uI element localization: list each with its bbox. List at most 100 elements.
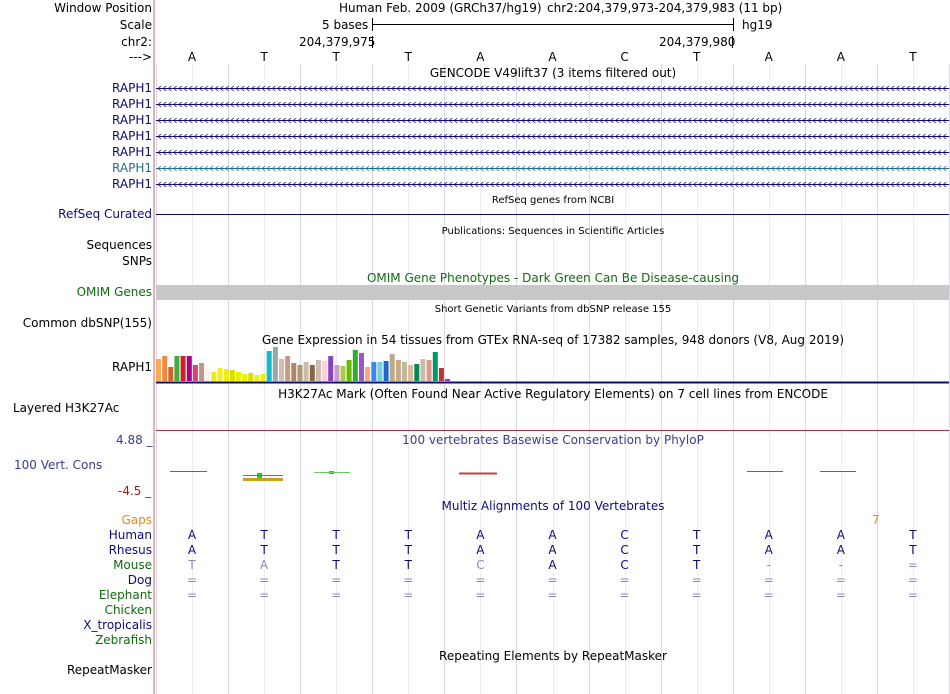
assembly-text: Human Feb. 2009 (GRCh37/hg19) — [339, 1, 542, 15]
omim-track-label[interactable]: OMIM Genes — [76, 285, 152, 299]
publications-track-title[interactable]: Publications: Sequences in Scientific Ar… — [441, 226, 665, 237]
gtex-bar — [340, 366, 346, 381]
multiz-species-label[interactable]: Human — [108, 528, 152, 542]
multiz-species-label[interactable]: Chicken — [104, 603, 152, 617]
gencode-item-label[interactable]: RAPH1 — [112, 97, 152, 111]
gencode-track-title[interactable]: GENCODE V49lift37 (3 items filtered out) — [429, 66, 677, 80]
gtex-bar — [199, 363, 205, 381]
multiz-base: = — [907, 558, 918, 572]
gtex-bar — [217, 368, 223, 381]
omim-track-title[interactable]: OMIM Gene Phenotypes - Dark Green Can Be… — [366, 271, 740, 285]
multiz-base: A — [187, 543, 197, 557]
multiz-base: = — [619, 573, 630, 587]
gtex-bar — [272, 347, 278, 381]
multiz-base: = — [259, 588, 270, 602]
multiz-base: = — [619, 588, 630, 602]
gtex-bar — [346, 360, 352, 381]
base-letter: C — [620, 50, 629, 64]
gtex-track-title[interactable]: Gene Expression in 54 tissues from GTEx … — [261, 333, 845, 347]
strand-arrows — [157, 181, 947, 188]
multiz-base: = — [907, 588, 918, 602]
multiz-species-label[interactable]: Mouse — [113, 558, 152, 572]
h3k27ac-track-title[interactable]: H3K27Ac Mark (Often Found Near Active Re… — [278, 387, 828, 401]
base-letter: A — [476, 50, 485, 64]
gtex-bar — [229, 370, 235, 381]
multiz-base: = — [187, 573, 198, 587]
position-text: chr2:204,379,973-204,379,983 (11 bp) — [547, 1, 783, 15]
multiz-base: A — [548, 543, 557, 557]
multiz-base: A — [836, 543, 845, 557]
gtex-bar — [192, 365, 198, 381]
gtex-bar — [297, 365, 303, 381]
dbsnp-track-label[interactable]: Common dbSNP(155) — [22, 316, 152, 330]
multiz-base: A — [764, 543, 773, 557]
phylop-track-title[interactable]: 100 vertebrates Basewise Conservation by… — [402, 433, 704, 447]
multiz-base: A — [476, 528, 485, 542]
multiz-base: T — [404, 558, 412, 572]
gtex-bar — [156, 359, 161, 381]
gtex-bar — [291, 363, 297, 381]
multiz-base: = — [403, 588, 414, 602]
gencode-item-label[interactable]: RAPH1 — [112, 113, 152, 127]
multiz-base: A — [187, 528, 197, 542]
chrom-label: chr2: — [121, 35, 152, 49]
sidebar-divider[interactable] — [153, 0, 155, 694]
multiz-base: T — [404, 528, 412, 542]
multiz-base: T — [332, 558, 340, 572]
multiz-base: A — [476, 543, 485, 557]
scale-db: hg19 — [742, 18, 773, 32]
gtex-bar — [266, 351, 272, 381]
gencode-item-label[interactable]: RAPH1 — [112, 81, 152, 95]
gtex-bar — [389, 354, 395, 381]
multiz-base: = — [547, 588, 558, 602]
repeatmasker-track-title[interactable]: Repeating Elements by RepeatMasker — [439, 649, 667, 663]
gtex-bar — [205, 369, 211, 381]
strand-arrows — [157, 149, 947, 156]
h3k27ac-track-label[interactable]: Layered H3K27Ac — [13, 401, 120, 415]
scale-label: Scale — [119, 18, 152, 32]
multiz-base: T — [693, 528, 701, 542]
gencode-item-label[interactable]: RAPH1 — [112, 177, 152, 191]
gtex-bar — [211, 372, 217, 381]
strand-label: ---> — [128, 50, 152, 64]
multiz-base: T — [332, 528, 340, 542]
multiz-base: T — [909, 528, 917, 542]
phylop-track-label[interactable]: 100 Vert. Cons — [14, 458, 103, 472]
gtex-bar — [365, 367, 371, 381]
snps-track-label[interactable]: SNPs — [122, 254, 152, 268]
gtex-bar — [359, 353, 364, 381]
multiz-base: C — [476, 558, 485, 572]
base-letter: T — [693, 50, 701, 64]
omim-bar — [156, 285, 949, 300]
base-letter: T — [909, 50, 917, 64]
gtex-bar — [395, 360, 401, 381]
multiz-base: = — [331, 588, 342, 602]
publications-track-label[interactable]: Sequences — [86, 238, 152, 252]
dbsnp-track-title[interactable]: Short Genetic Variants from dbSNP releas… — [434, 304, 672, 315]
multiz-base: = — [691, 573, 702, 587]
multiz-base: = — [907, 573, 918, 587]
refseq-track-label[interactable]: RefSeq Curated — [58, 207, 152, 221]
multiz-species-label[interactable]: Rhesus — [108, 543, 152, 557]
gencode-item-label[interactable]: RAPH1 — [112, 145, 152, 159]
repeatmasker-track-label[interactable]: RepeatMasker — [66, 663, 152, 677]
gencode-item-label[interactable]: RAPH1 — [112, 161, 152, 175]
multiz-species-label[interactable]: Elephant — [98, 588, 152, 602]
gencode-item-label[interactable]: RAPH1 — [112, 129, 152, 143]
gtex-track-label[interactable]: RAPH1 — [112, 360, 152, 374]
coord-left: 204,379,975 — [299, 35, 376, 49]
refseq-track-title[interactable]: RefSeq genes from NCBI — [491, 195, 615, 206]
gtex-bar — [438, 368, 444, 381]
gtex-bar — [180, 356, 186, 381]
multiz-base: T — [909, 543, 917, 557]
multiz-base: = — [763, 573, 774, 587]
multiz-species-label[interactable]: Dog — [127, 573, 152, 587]
base-letter: T — [332, 50, 340, 64]
multiz-species-label[interactable]: X_tropicalis — [83, 618, 152, 632]
gtex-bar — [162, 356, 168, 381]
multiz-species-label[interactable]: Zebrafish — [95, 633, 152, 647]
strand-arrows — [157, 101, 947, 108]
multiz-base: - — [838, 558, 844, 572]
multiz-base: = — [331, 573, 342, 587]
multiz-track-title[interactable]: Multiz Alignments of 100 Vertebrates — [441, 499, 665, 513]
